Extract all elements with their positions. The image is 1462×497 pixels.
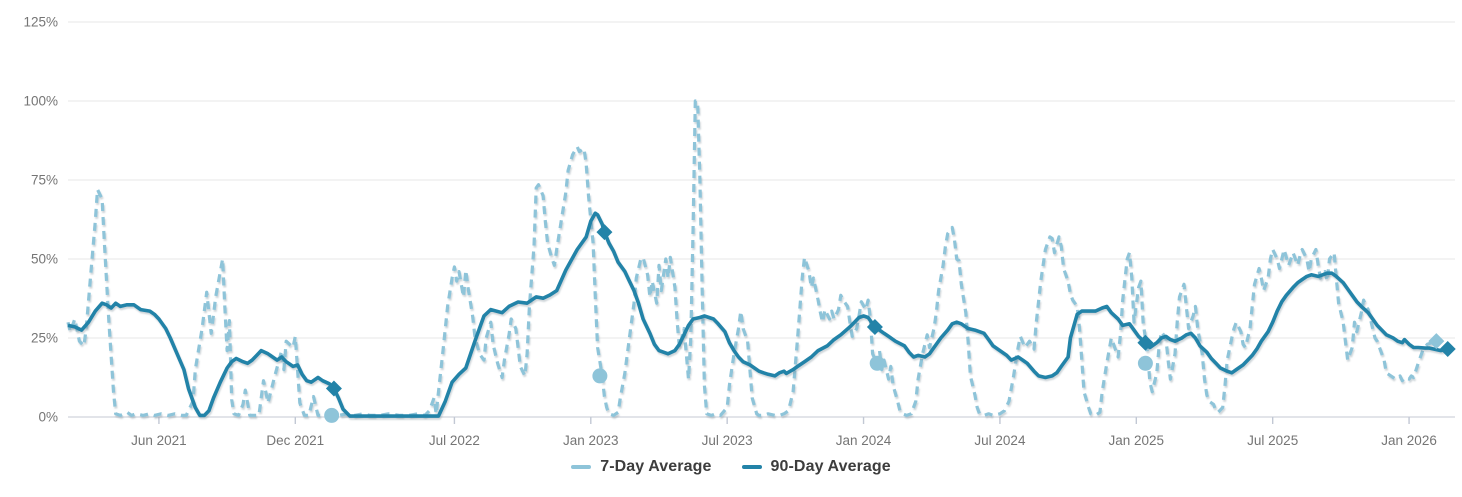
x-axis-label: Jul 2025: [1247, 433, 1298, 448]
marker-diamond-90-day[interactable]: [1137, 334, 1154, 351]
marker-diamond-90-day[interactable]: [596, 224, 613, 241]
y-axis-label: 75%: [31, 173, 58, 188]
legend-swatch-90-day-icon: [741, 465, 762, 469]
marker-circle-7-day[interactable]: [592, 368, 608, 384]
marker-diamond-90-day[interactable]: [866, 318, 883, 335]
x-axis-label: Jan 2025: [1109, 433, 1165, 448]
y-axis-label: 100%: [23, 94, 58, 109]
y-axis-label: 50%: [31, 252, 58, 267]
legend-item-90-day-average[interactable]: 90-Day Average: [741, 458, 891, 476]
y-axis-label: 0%: [38, 410, 58, 425]
marker-diamond-90-day[interactable]: [325, 380, 342, 397]
marker-circle-7-day[interactable]: [1137, 355, 1153, 371]
x-axis-label: Jul 2023: [702, 433, 753, 448]
x-axis-label: Jun 2021: [131, 433, 187, 448]
x-axis-label: Jul 2022: [429, 433, 480, 448]
chart-legend: 7-Day Average 90-Day Average: [0, 458, 1462, 476]
x-axis-label: Dec 2021: [266, 433, 324, 448]
y-axis-label: 125%: [23, 15, 58, 30]
legend-item-7-day-average[interactable]: 7-Day Average: [571, 458, 711, 476]
marker-diamond-90-day[interactable]: [1439, 341, 1456, 358]
marker-circle-7-day[interactable]: [324, 407, 340, 423]
x-axis-label: Jul 2024: [974, 433, 1026, 448]
legend-label-90-day: 90-Day Average: [770, 458, 891, 475]
marker-circle-7-day[interactable]: [869, 355, 885, 371]
y-axis-label: 25%: [31, 331, 58, 346]
legend-swatch-7-day-icon: [571, 465, 592, 469]
series-line-90-day[interactable]: [67, 211, 1449, 418]
x-axis-label: Jan 2023: [563, 433, 619, 448]
x-axis-label: Jan 2026: [1381, 433, 1437, 448]
legend-label-7-day: 7-Day Average: [600, 458, 712, 475]
x-axis-label: Jan 2024: [836, 433, 892, 448]
marker-diamond-7-day[interactable]: [1428, 333, 1445, 350]
